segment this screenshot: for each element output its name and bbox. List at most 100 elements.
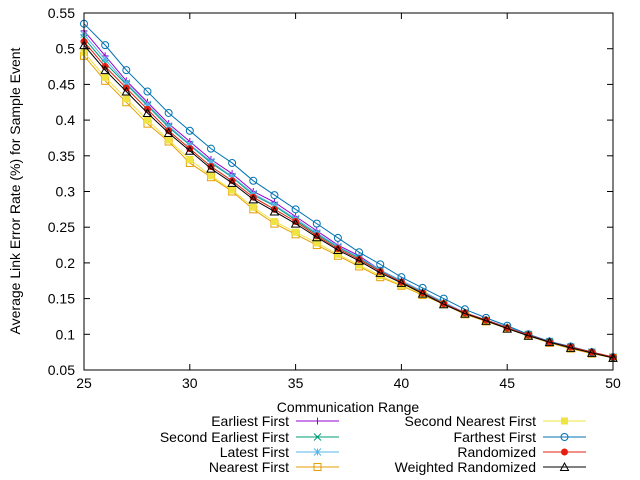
ticks-layer: 25 30 35 40 45 50 0.05 0.1 0.15 0.2 0.25 0.3 0.35 0.4… — [48, 5, 621, 391]
legend-item-nearest-first: Nearest First — [209, 459, 339, 475]
legend-marker — [314, 417, 321, 425]
legend-label: Weighted Randomized — [395, 459, 536, 475]
data-point — [121, 86, 132, 96]
legend-marker — [559, 461, 570, 471]
x-tick-label: 35 — [288, 375, 304, 391]
data-point — [101, 73, 109, 81]
data-point — [164, 121, 173, 130]
data-point — [207, 172, 215, 180]
series-weighted-randomized — [79, 40, 618, 362]
data-point — [101, 41, 110, 50]
legend-label: Latest First — [220, 444, 289, 460]
data-point — [565, 342, 576, 352]
x-tick-label: 50 — [605, 375, 621, 391]
data-point — [417, 288, 428, 298]
data-point — [185, 140, 194, 149]
data-point — [438, 299, 449, 309]
data-point — [142, 107, 153, 117]
data-point — [101, 55, 110, 64]
data-point — [354, 255, 364, 265]
data-point — [228, 158, 237, 167]
y-tick-label: 0.05 — [48, 362, 75, 378]
x-tick-label: 25 — [76, 375, 92, 391]
legend-label: Second Earliest First — [160, 429, 289, 445]
y-axis-label: Average Link Error Rate (%) for Sample E… — [7, 47, 23, 334]
data-point — [249, 189, 258, 198]
y-tick-label: 0.15 — [48, 291, 75, 307]
data-point — [376, 272, 384, 280]
y-tick-label: 0.5 — [56, 41, 76, 57]
data-point — [311, 232, 322, 242]
data-point — [185, 126, 194, 135]
data-point — [270, 217, 278, 225]
legend-marker — [313, 463, 322, 471]
series-layer — [79, 19, 618, 362]
data-point — [184, 145, 195, 155]
legend-marker — [560, 433, 569, 441]
data-point — [206, 163, 216, 173]
x-axis-label: Communication Range — [277, 399, 420, 415]
data-point — [163, 127, 174, 137]
data-point — [100, 65, 110, 75]
data-point — [291, 205, 300, 214]
data-point — [333, 233, 342, 242]
legend-marker — [313, 433, 322, 441]
data-point — [122, 79, 131, 87]
data-point — [481, 315, 491, 325]
legend-item-latest-first: Latest First — [220, 444, 339, 460]
data-point — [587, 347, 597, 357]
y-tick-label: 0.4 — [56, 112, 76, 128]
data-point — [206, 144, 215, 153]
data-point — [333, 244, 343, 255]
legend-label: Nearest First — [209, 459, 289, 475]
data-point — [290, 218, 301, 228]
data-point — [249, 203, 257, 211]
data-point — [375, 267, 386, 277]
x-tick-label: 45 — [499, 375, 515, 391]
x-tick-label: 30 — [182, 375, 198, 391]
data-point — [122, 95, 130, 103]
data-point — [567, 343, 575, 351]
data-point — [396, 277, 407, 287]
data-point — [355, 261, 363, 269]
data-point — [248, 194, 259, 204]
y-tick-label: 0.35 — [48, 148, 75, 164]
data-point — [523, 330, 534, 340]
data-point — [312, 219, 321, 228]
y-tick-label: 0.2 — [56, 255, 76, 271]
data-point — [143, 100, 152, 109]
data-point — [270, 191, 279, 200]
y-tick-label: 0.1 — [56, 326, 76, 342]
legend-item-second-nearest-first: Second Nearest First — [405, 413, 586, 429]
legend-item-farthest-first: Farthest First — [454, 429, 586, 445]
legend-item-randomized: Randomized — [457, 444, 586, 460]
legend-marker — [561, 417, 568, 425]
data-point — [460, 308, 470, 318]
series-line — [83, 41, 614, 358]
y-tick-label: 0.25 — [48, 219, 75, 235]
legend-label: Farthest First — [454, 429, 537, 445]
data-point — [544, 337, 555, 347]
y-tick-label: 0.55 — [48, 5, 75, 21]
data-point — [143, 116, 151, 124]
legend-marker — [561, 448, 568, 456]
y-tick-label: 0.45 — [48, 76, 75, 92]
data-point — [227, 177, 237, 187]
legend-label: Randomized — [457, 444, 536, 460]
data-point — [228, 172, 236, 181]
legend-label: Second Nearest First — [405, 413, 537, 429]
y-tick-label: 0.3 — [56, 184, 76, 200]
legend-item-second-earliest-first: Second Earliest First — [160, 429, 339, 445]
data-point — [269, 206, 280, 216]
data-point — [355, 248, 364, 257]
data-point — [186, 155, 194, 163]
legend-item-weighted-randomized: Weighted Randomized — [395, 459, 586, 475]
legend-marker — [313, 448, 322, 456]
data-point — [164, 108, 173, 117]
data-point — [228, 186, 236, 194]
x-tick-label: 40 — [394, 375, 410, 391]
data-point — [165, 136, 173, 144]
data-point — [270, 201, 279, 209]
